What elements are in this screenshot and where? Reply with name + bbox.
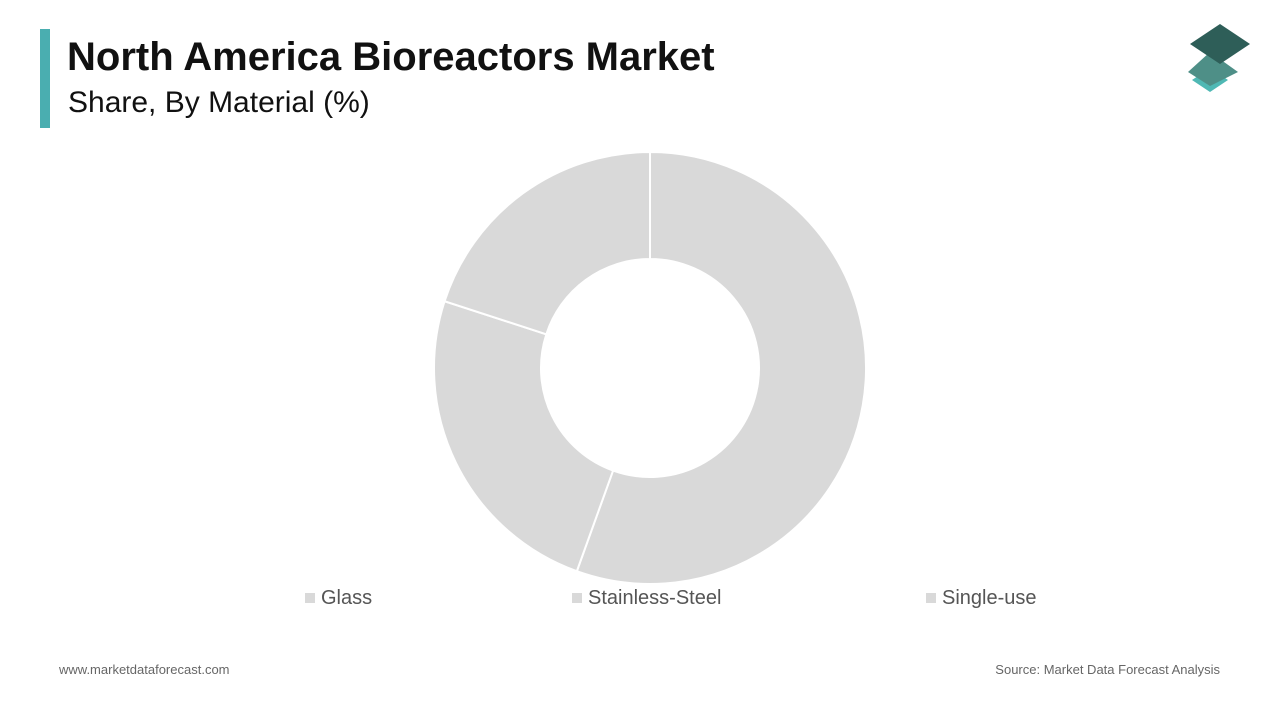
legend-item-glass: Glass xyxy=(305,586,372,610)
slice-stainless-steel xyxy=(433,299,615,573)
stacked-layers-icon xyxy=(1188,24,1250,92)
footer-website: www.marketdataforecast.com xyxy=(59,662,230,677)
donut-slices xyxy=(433,150,867,585)
footer-source: Source: Market Data Forecast Analysis xyxy=(995,662,1220,677)
legend-swatch xyxy=(572,593,582,603)
legend-item-single-use: Single-use xyxy=(926,586,1037,610)
legend-swatch xyxy=(305,593,315,603)
legend-label: Glass xyxy=(321,586,373,609)
logo-layer-middle xyxy=(1188,52,1238,86)
legend-item-stainless-steel: Stainless-Steel xyxy=(572,586,721,610)
slice-single-use xyxy=(443,150,651,336)
title-accent-bar xyxy=(40,29,50,128)
logo-layer-top xyxy=(1190,24,1250,64)
chart-title: North America Bioreactors Market xyxy=(67,35,715,79)
chart-subtitle: Share, By Material (%) xyxy=(68,86,370,119)
legend-label: Stainless-Steel xyxy=(588,586,722,609)
slice-glass xyxy=(575,150,867,585)
legend-swatch xyxy=(926,593,936,603)
legend-label: Single-use xyxy=(942,586,1037,609)
